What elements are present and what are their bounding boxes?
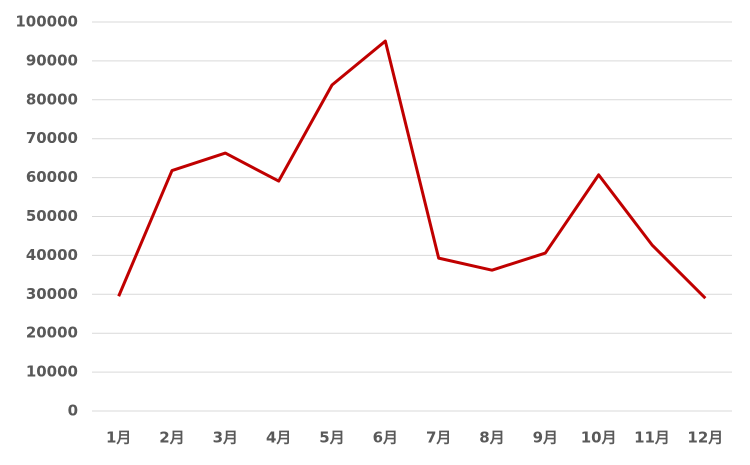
y-tick-label: 0: [68, 402, 78, 420]
x-tick-label: 6月: [373, 429, 398, 447]
y-tick-label: 20000: [26, 324, 78, 342]
x-tick-label: 8月: [479, 429, 504, 447]
y-tick-label: 60000: [26, 168, 78, 186]
y-tick-label: 10000: [26, 363, 78, 381]
x-tick-label: 5月: [319, 429, 344, 447]
x-tick-label: 1月: [106, 429, 131, 447]
y-tick-label: 90000: [26, 51, 78, 69]
x-tick-label: 7月: [426, 429, 451, 447]
y-tick-label: 80000: [26, 90, 78, 108]
x-tick-label: 4月: [266, 429, 291, 447]
x-tick-label: 9月: [533, 429, 558, 447]
series-line: [117, 39, 707, 300]
y-tick-label: 30000: [26, 285, 78, 303]
x-tick-label: 2月: [159, 429, 184, 447]
y-tick-label: 100000: [15, 13, 78, 31]
y-tick-label: 70000: [26, 129, 78, 147]
y-tick-label: 40000: [26, 246, 78, 264]
x-tick-label: 11月: [634, 429, 670, 447]
x-tick-label: 10月: [581, 429, 617, 447]
x-tick-label: 12月: [687, 429, 723, 447]
x-tick-label: 3月: [213, 429, 238, 447]
y-tick-label: 50000: [26, 207, 78, 225]
